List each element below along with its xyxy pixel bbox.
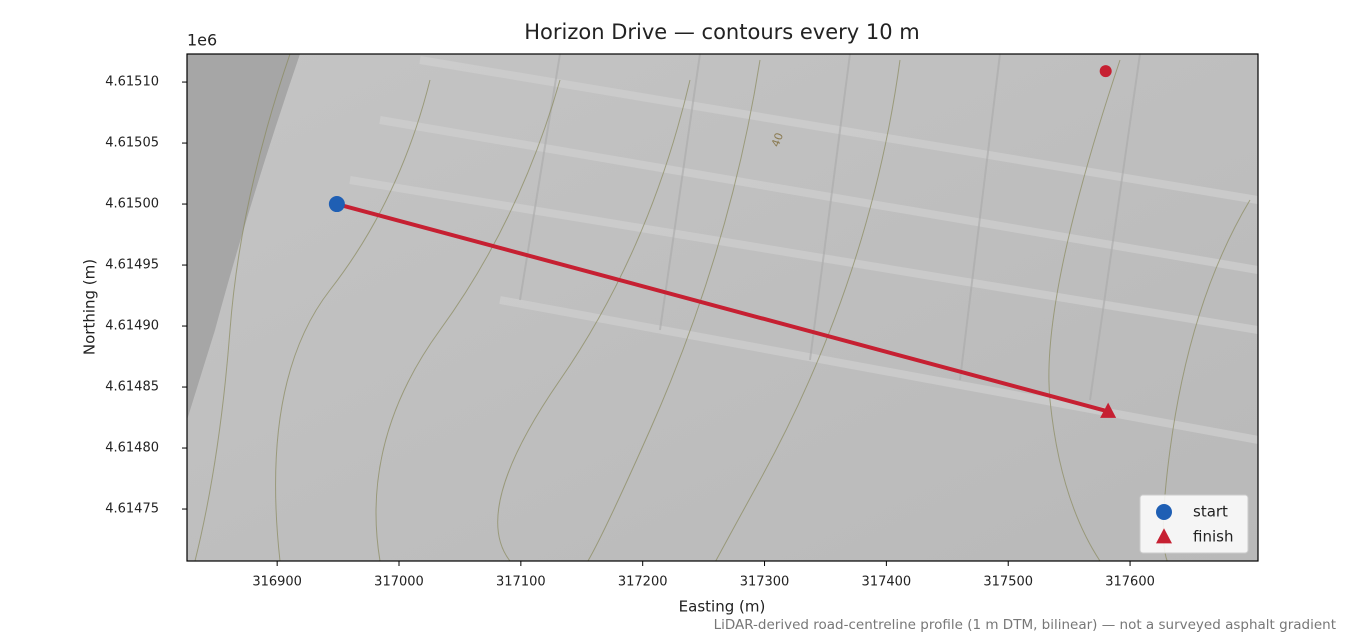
y-tick-label: 4.61480 — [105, 441, 159, 456]
x-tick-label: 317600 — [1105, 575, 1155, 590]
x-axis-label: Easting (m) — [679, 598, 766, 616]
hillshade — [187, 54, 1258, 561]
y-tick-label: 4.61475 — [105, 502, 159, 517]
legend-label: start — [1193, 503, 1228, 521]
route-line — [336, 202, 1109, 414]
y-tick-label: 4.61485 — [105, 380, 159, 395]
y-tick-label: 4.61490 — [105, 319, 159, 334]
x-tick-label: 317000 — [374, 575, 424, 590]
marker — [328, 196, 345, 213]
x-tick-label: 317500 — [983, 575, 1033, 590]
contour-label: 40 — [769, 131, 786, 149]
plot-frame — [186, 53, 1259, 562]
offset-label: 1e6 — [187, 31, 217, 50]
point — [1099, 65, 1112, 78]
y-tick-label: 4.61505 — [105, 136, 159, 151]
legend-label: finish — [1193, 528, 1233, 546]
y-tick-label: 4.61495 — [105, 258, 159, 273]
y-tick-label: 4.61510 — [105, 75, 159, 90]
x-tick-label: 317100 — [496, 575, 546, 590]
legend-marker — [1156, 528, 1172, 544]
x-tick-label: 317400 — [862, 575, 912, 590]
legend-marker — [1156, 504, 1172, 520]
y-tick-label: 4.61500 — [105, 197, 159, 212]
x-tick-label: 316900 — [252, 575, 302, 590]
marker — [1100, 402, 1117, 418]
footnote: LiDAR-derived road-centreline profile (1… — [714, 617, 1336, 633]
x-tick-label: 317200 — [618, 575, 668, 590]
x-tick-label: 317300 — [740, 575, 790, 590]
y-axis-label: Northing (m) — [81, 259, 99, 355]
chart-title: Horizon Drive — contours every 10 m — [524, 20, 920, 44]
